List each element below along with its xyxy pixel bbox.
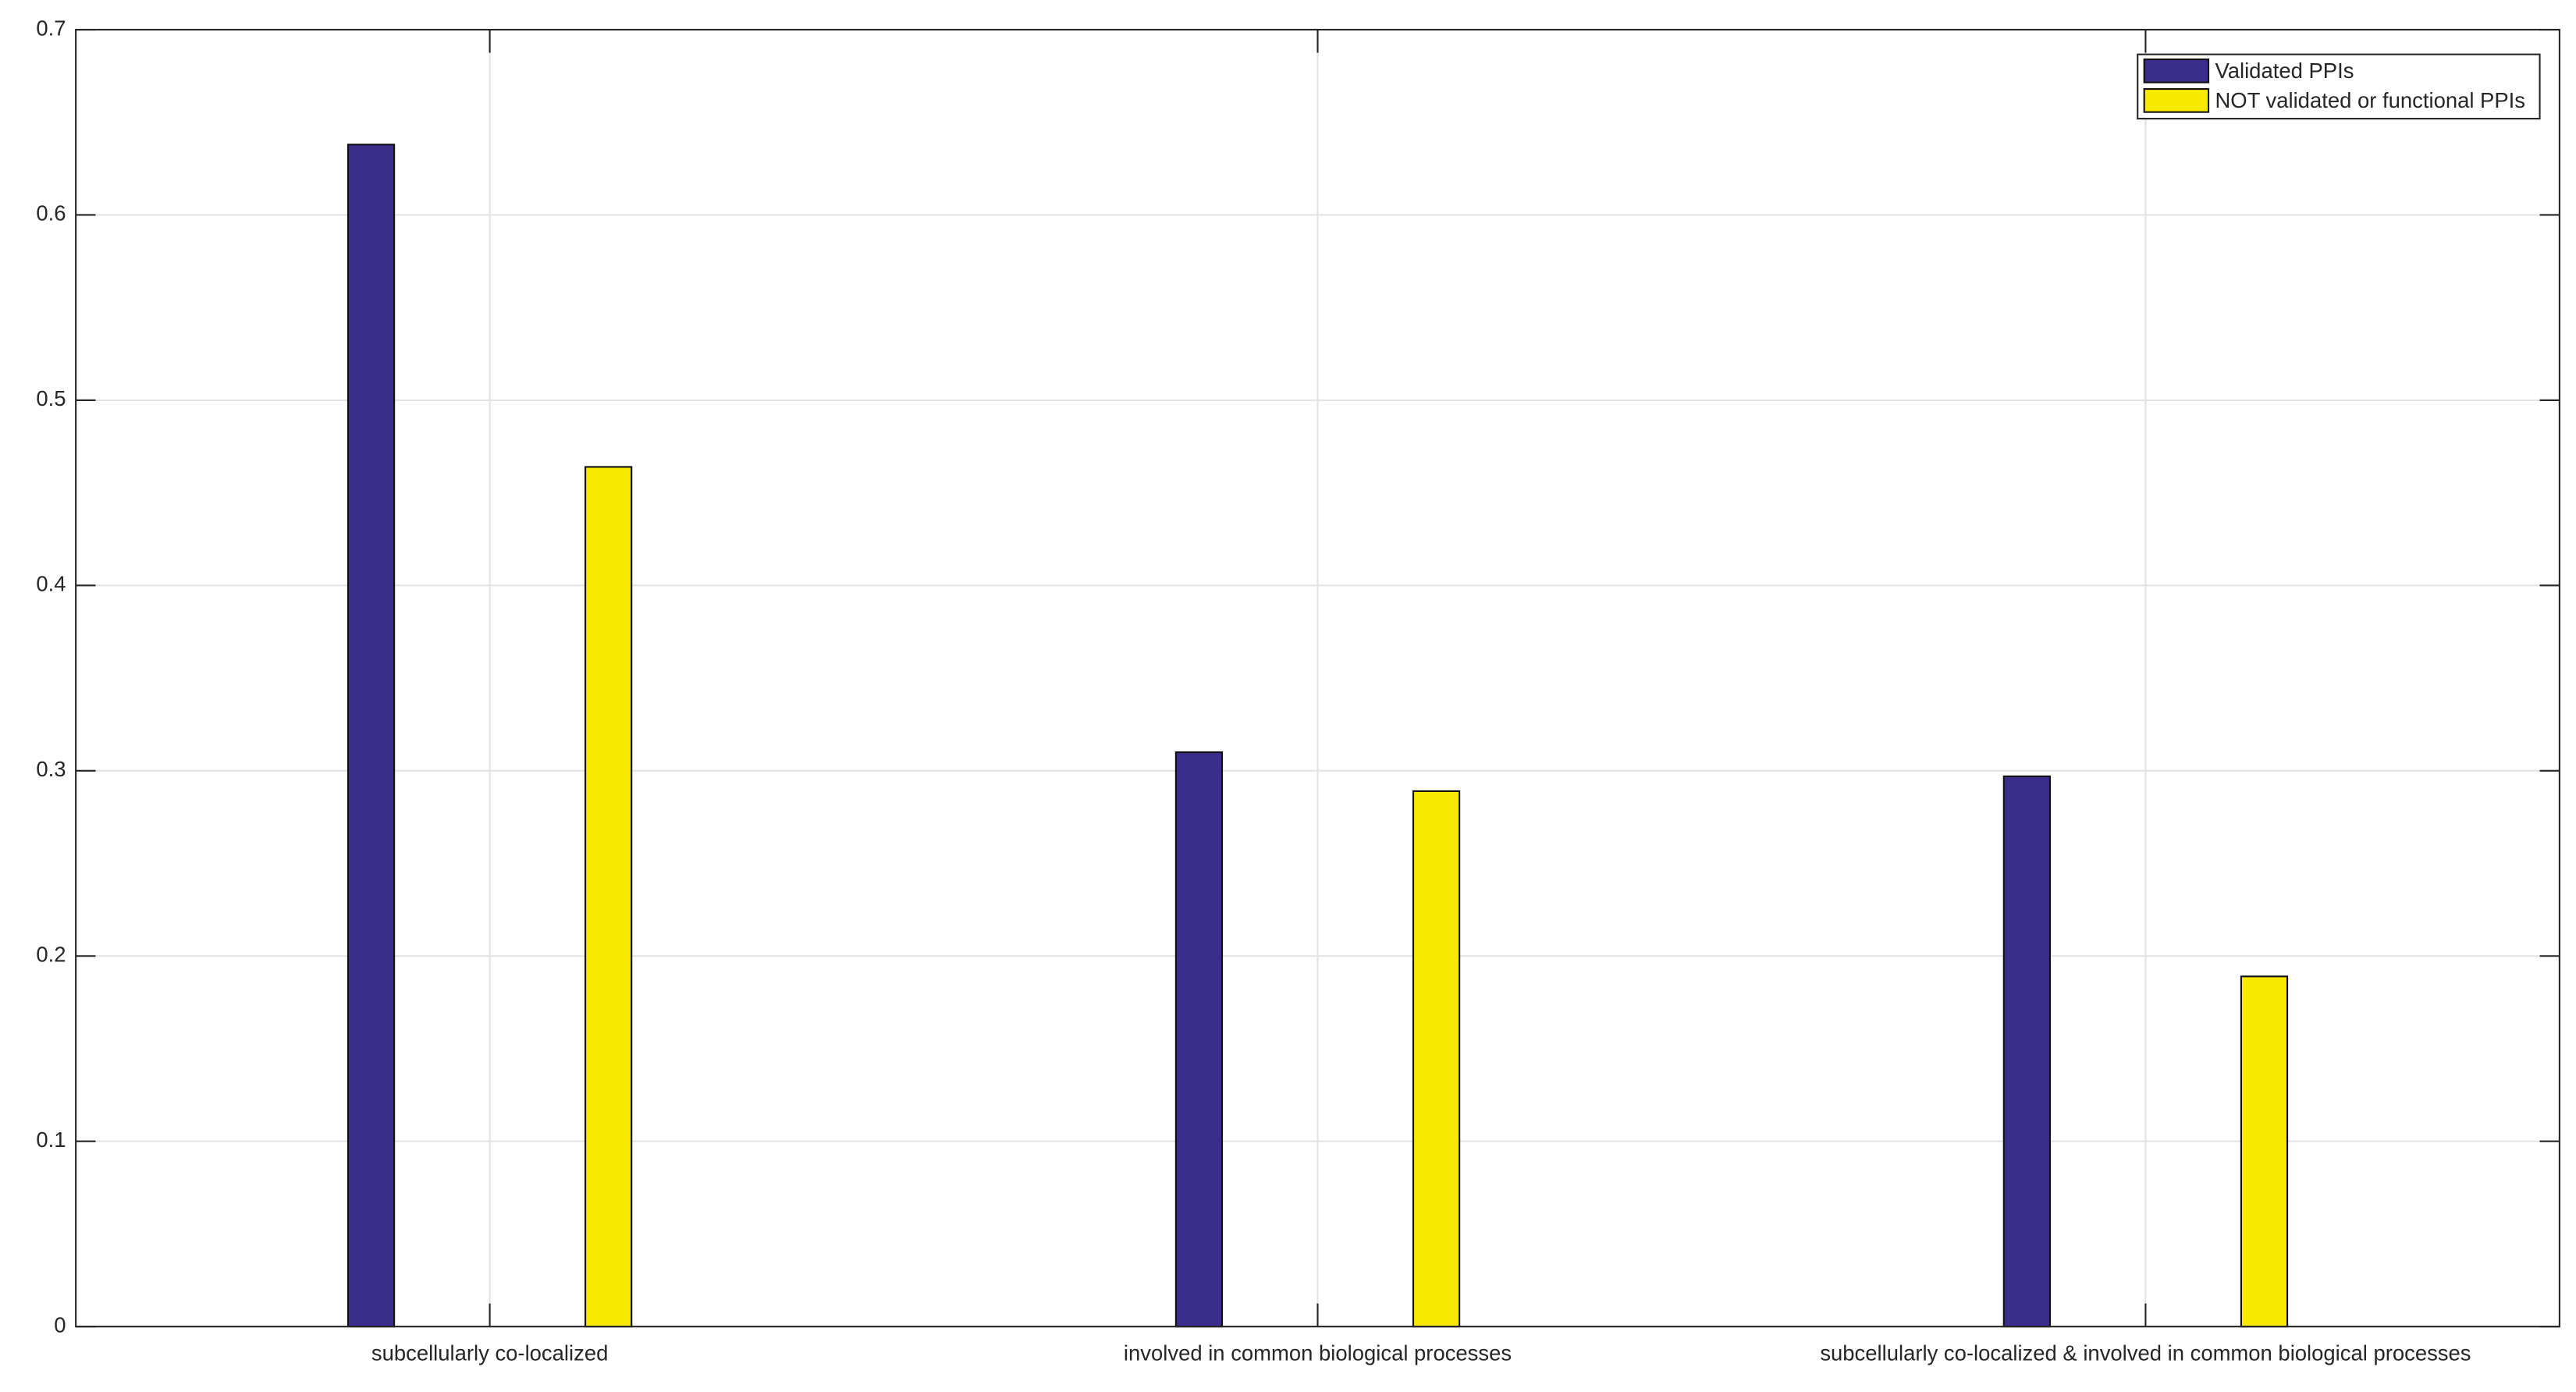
legend-swatch bbox=[2143, 88, 2210, 113]
y-tick-label: 0.2 bbox=[36, 943, 66, 967]
axes-box bbox=[75, 28, 2560, 1328]
bar bbox=[584, 466, 633, 1328]
y-tick-label: 0.6 bbox=[36, 201, 66, 225]
legend: Validated PPIs NOT validated or functiona… bbox=[2137, 53, 2541, 120]
bar bbox=[1412, 790, 1461, 1328]
y-tick-label: 0.1 bbox=[36, 1127, 66, 1152]
bar bbox=[2002, 775, 2051, 1328]
y-tick-label: 0 bbox=[54, 1312, 66, 1337]
y-tick-label: 0.7 bbox=[36, 16, 66, 40]
bar bbox=[346, 144, 396, 1328]
y-tick-label: 0.5 bbox=[36, 386, 66, 410]
x-tick-label: involved in common biological processes bbox=[1124, 1341, 1512, 1365]
y-tick-label: 0.3 bbox=[36, 757, 66, 781]
y-tick-label: 0.4 bbox=[36, 572, 66, 596]
legend-swatch bbox=[2143, 58, 2210, 83]
x-tick-label: subcellularly co-localized bbox=[371, 1341, 608, 1365]
x-tick-label: subcellularly co-localized & involved in… bbox=[1820, 1341, 2471, 1365]
bar bbox=[2240, 975, 2289, 1328]
bar bbox=[1174, 751, 1224, 1328]
legend-label: NOT validated or functional PPIs bbox=[2215, 88, 2525, 112]
legend-label: Validated PPIs bbox=[2215, 59, 2354, 83]
